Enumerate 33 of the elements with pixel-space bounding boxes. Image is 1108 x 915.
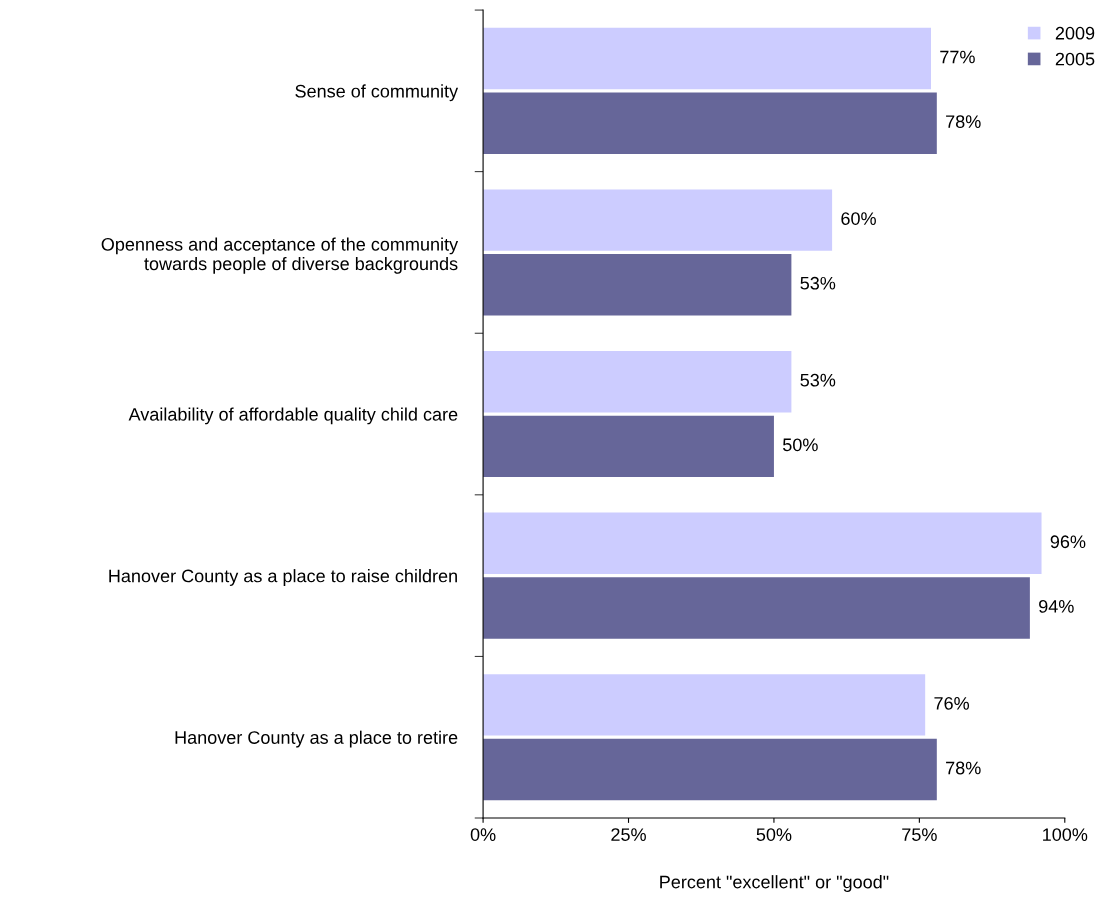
data-label: 77% xyxy=(940,50,975,64)
x-axis-title: Percent "excellent" or "good" xyxy=(660,875,889,892)
data-label: 53% xyxy=(800,276,836,290)
bar xyxy=(483,512,1042,575)
data-label: 50% xyxy=(782,438,818,452)
data-label: 78% xyxy=(946,115,981,129)
data-label: 60% xyxy=(841,212,876,225)
y-tick-label: Hanover County as a place to retire xyxy=(175,730,458,748)
x-tick-label: 75% xyxy=(902,828,937,841)
y-tick-label: Hanover County as a place to raise children xyxy=(109,569,457,586)
data-label: 96% xyxy=(1050,535,1086,549)
bar xyxy=(483,577,1030,639)
bar xyxy=(483,189,833,251)
bar xyxy=(483,738,937,801)
legend-label: 2005 xyxy=(1055,52,1095,66)
bar xyxy=(483,92,937,154)
x-tick-label: 25% xyxy=(611,828,646,841)
legend-label: 2009 xyxy=(1055,26,1095,40)
bar xyxy=(483,351,792,413)
bar xyxy=(483,254,792,316)
data-label: 76% xyxy=(934,696,970,710)
data-label: 78% xyxy=(946,761,981,775)
bar xyxy=(483,415,774,478)
y-tick-label: Availability of affordable quality child care xyxy=(128,407,458,425)
bar xyxy=(483,674,926,736)
x-tick-label: 100% xyxy=(1043,828,1088,841)
y-tick-label: Sense of community xyxy=(295,84,459,102)
x-tick-label: 0% xyxy=(470,828,496,841)
bar xyxy=(483,27,931,90)
x-tick-label: 50% xyxy=(756,828,792,841)
y-tick-label: Openness and acceptance of the community towards people of diverse backgrounds xyxy=(101,237,459,274)
data-label: 53% xyxy=(800,373,836,387)
data-label: 94% xyxy=(1039,600,1074,613)
